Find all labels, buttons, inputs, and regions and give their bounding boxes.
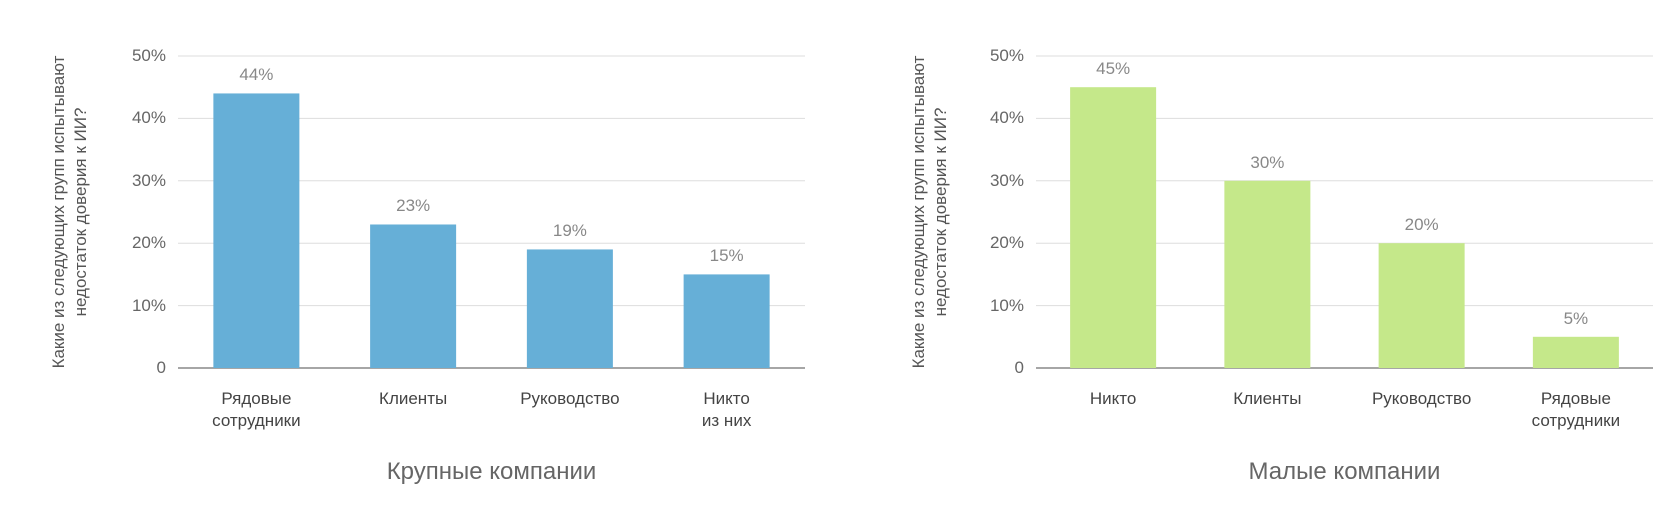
bar bbox=[683, 274, 770, 368]
value-label: 23% bbox=[396, 196, 431, 216]
bar bbox=[526, 249, 613, 368]
chart-title: Крупные компании bbox=[386, 458, 597, 485]
y-tick-label: 50% bbox=[989, 46, 1024, 65]
value-label: 45% bbox=[1096, 59, 1131, 79]
bar bbox=[1532, 336, 1619, 368]
y-axis-title: Какие из следующих групп испытывают недо… bbox=[49, 55, 90, 369]
value-label: 30% bbox=[1250, 152, 1285, 172]
value-label: 20% bbox=[1404, 215, 1439, 235]
x-tick-label: Никто bbox=[1089, 389, 1137, 408]
bar bbox=[213, 93, 300, 368]
y-axis-title: Какие из следующих групп испытывают недо… bbox=[909, 55, 950, 369]
bar bbox=[1070, 87, 1157, 368]
x-tick-label: Рядовые сотрудники bbox=[212, 389, 301, 430]
x-tick-label: Рядовые сотрудники bbox=[1531, 389, 1621, 430]
chart-title: Малые компании bbox=[1248, 458, 1441, 485]
y-tick-label: 30% bbox=[131, 170, 166, 190]
y-tick-label: 0 bbox=[156, 358, 166, 377]
value-label: 19% bbox=[552, 221, 587, 241]
x-tick-label: Клиенты bbox=[379, 389, 448, 408]
value-label: 44% bbox=[239, 65, 274, 85]
value-label: 15% bbox=[709, 246, 744, 266]
x-tick-label: Руководство bbox=[1371, 389, 1472, 408]
y-tick-label: 40% bbox=[989, 108, 1024, 128]
y-tick-label: 0 bbox=[1014, 358, 1024, 377]
y-tick-label: 20% bbox=[131, 233, 166, 253]
x-tick-label: Клиенты bbox=[1233, 389, 1302, 408]
y-tick-label: 20% bbox=[989, 233, 1024, 253]
y-tick-label: 40% bbox=[131, 108, 166, 128]
y-tick-label: 50% bbox=[131, 46, 166, 65]
y-tick-label: 10% bbox=[131, 295, 166, 315]
value-label: 5% bbox=[1563, 308, 1589, 328]
x-tick-label: Никто из них bbox=[701, 389, 752, 430]
y-tick-label: 10% bbox=[989, 295, 1024, 315]
x-tick-label: Руководство bbox=[520, 389, 620, 408]
bar bbox=[1224, 180, 1311, 368]
y-tick-label: 30% bbox=[989, 170, 1024, 190]
bar bbox=[370, 224, 457, 368]
bar bbox=[1378, 243, 1465, 368]
